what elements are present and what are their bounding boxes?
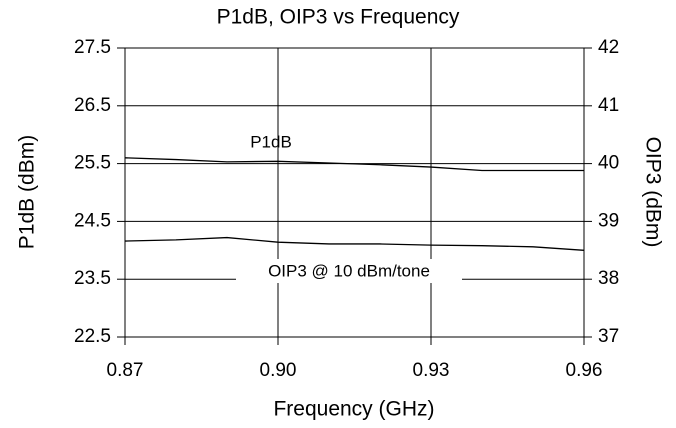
series-label: P1dB	[250, 132, 292, 151]
y-tick-label: 22.5	[74, 326, 111, 347]
series-label: OIP3 @ 10 dBm/tone	[268, 261, 430, 280]
y2-tick-label: 38	[598, 268, 619, 289]
x-tick-label: 0.93	[413, 360, 450, 381]
y-tick-label: 25.5	[74, 153, 111, 174]
x-tick-label: 0.90	[260, 360, 297, 381]
y-tick-label: 23.5	[74, 268, 111, 289]
x-axis-label: Frequency (GHz)	[273, 398, 434, 421]
x-tick-label: 0.96	[566, 360, 603, 381]
y-tick-label: 27.5	[74, 37, 111, 58]
y2-tick-label: 37	[598, 326, 619, 347]
y2-axis-label: OIP3 (dBm)	[641, 137, 664, 248]
y2-tick-label: 40	[598, 153, 619, 174]
label-background	[236, 259, 462, 283]
y2-tick-label: 41	[598, 95, 619, 116]
y2-tick-label: 42	[598, 37, 619, 58]
x-tick-label: 0.87	[107, 360, 144, 381]
y2-tick-label: 39	[598, 210, 619, 231]
series-line	[124, 157, 584, 172]
y-tick-label: 26.5	[74, 95, 111, 116]
series-line	[124, 236, 585, 251]
y-axis-label: P1dB (dBm)	[16, 135, 39, 249]
plot-frame	[124, 47, 585, 338]
chart-title: P1dB, OIP3 vs Frequency	[217, 6, 460, 29]
y-tick-label: 24.5	[74, 210, 111, 231]
